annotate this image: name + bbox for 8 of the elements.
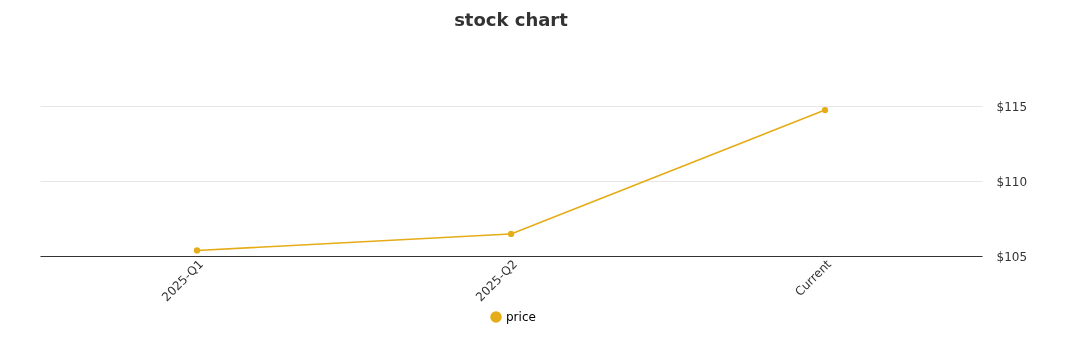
y-tick-label: $115 — [996, 99, 1028, 114]
y-tick-label: $110 — [996, 174, 1028, 189]
chart-title: stock chart — [454, 9, 569, 30]
point — [193, 247, 201, 254]
y-tick-label: $105 — [996, 249, 1028, 264]
point — [507, 230, 515, 238]
point — [821, 106, 829, 114]
legend-label: price — [506, 310, 536, 324]
